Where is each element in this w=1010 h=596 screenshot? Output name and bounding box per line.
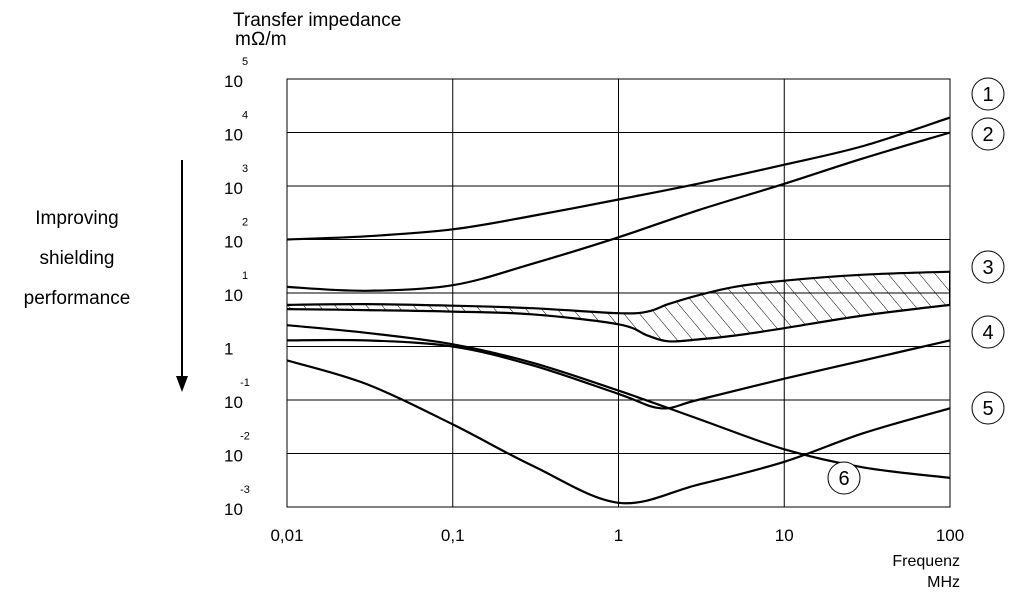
y-tick-label: 10 (224, 500, 243, 519)
x-tick-label: 0,01 (270, 526, 303, 545)
y-tick-label: 10 (224, 447, 243, 466)
curve-badge-circle (971, 117, 1005, 151)
curve-badge-circle (971, 315, 1005, 349)
y-tick-exponent: 4 (242, 110, 248, 122)
y-tick-label: 10 (224, 126, 243, 145)
y-tick-exponent: 2 (242, 217, 248, 229)
y-tick-label: 1 (224, 340, 233, 359)
curve-badge-circle (971, 391, 1005, 425)
y-tick-label: 10 (224, 286, 243, 305)
curve-4-line (287, 303, 950, 343)
x-axis-unit: MHz (927, 574, 960, 591)
plot-grid (286, 78, 951, 508)
curve-1-line (287, 116, 950, 241)
curve-badge-label: 1 (982, 84, 993, 106)
y-tick-exponent: 1 (242, 270, 248, 282)
y-tick-label: 10 (224, 233, 243, 252)
curve-badge-label: 4 (982, 322, 993, 344)
curve-3-band (287, 271, 950, 342)
curve-badge-label: 2 (982, 124, 993, 146)
y-tick-label: 10 (224, 72, 243, 91)
curve-5-line (287, 338, 950, 410)
curve-badge-circle (827, 461, 861, 495)
y-unit-label: mΩ/m (235, 29, 287, 50)
y-tick-exponent: 5 (242, 56, 248, 68)
curve-badge-circle (971, 250, 1005, 284)
x-tick-label: 0,1 (441, 526, 465, 545)
x-tick-labels: 0,01 0,1 1 10 100 (270, 526, 964, 545)
y-tick-label: 10 (224, 179, 243, 198)
curve-badge-label: 3 (982, 257, 993, 279)
curve-badge-label: 5 (982, 398, 993, 420)
curve-7-line (287, 359, 950, 505)
y-tick-exponent: -2 (240, 431, 250, 443)
x-tick-label: 100 (936, 526, 964, 545)
annotation-line-1: Improving (35, 208, 118, 229)
y-tick-label: 10 (224, 393, 243, 412)
annotation-line-3: performance (24, 288, 131, 309)
curve-number-badges: 1 2 3 4 5 6 (827, 77, 1005, 495)
curve-badge-circle (971, 77, 1005, 111)
y-tick-exponent: -3 (240, 484, 250, 496)
x-tick-label: 10 (775, 526, 794, 545)
x-tick-label: 1 (614, 526, 623, 545)
x-axis-label: Frequenz (892, 553, 960, 570)
y-tick-exponent: 3 (242, 163, 248, 175)
y-tick-exponent: -1 (240, 377, 250, 389)
curve-3-line (287, 270, 950, 315)
y-tick-labels: 10 5 10 4 10 3 10 2 10 1 1 10 -1 10 -2 10 -3 (224, 56, 250, 519)
curve-badge-label: 6 (838, 468, 849, 490)
annotation-line-2: shielding (40, 248, 115, 269)
curve-2-line (287, 131, 950, 292)
chart-title: Transfer impedance (233, 10, 401, 31)
curve-group (287, 116, 950, 505)
curve-3-hatch (287, 271, 950, 342)
down-arrow-icon (176, 160, 188, 392)
